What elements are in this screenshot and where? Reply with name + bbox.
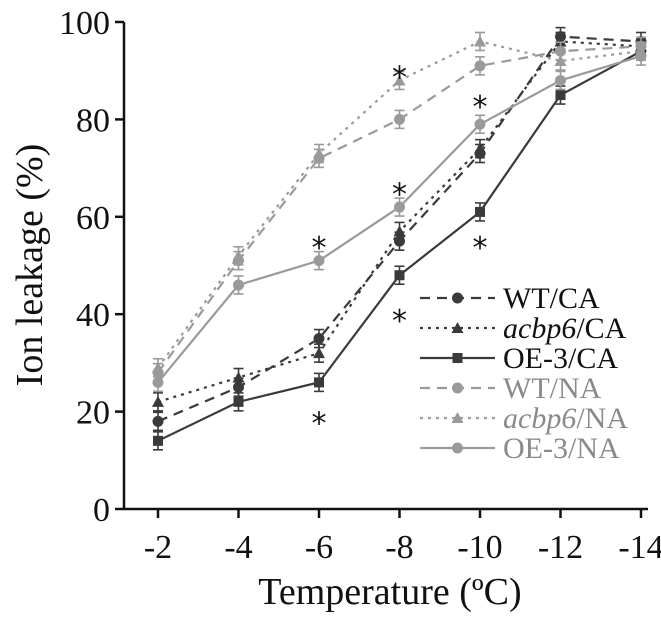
data-point [314, 334, 324, 344]
x-tick-label: -2 [144, 529, 172, 566]
y-tick-label: 40 [76, 297, 110, 334]
legend-label: acbp6/NA [503, 402, 628, 435]
significance-asterisk: * [473, 231, 488, 266]
legend-item: OE-3/NA [420, 432, 620, 465]
significance-asterisk: * [312, 406, 327, 441]
y-axis-label: Ion leakage (%) [9, 144, 51, 387]
legend-label: WT/CA [503, 282, 600, 315]
data-point [475, 61, 485, 71]
data-point [234, 397, 244, 407]
data-point [152, 396, 164, 407]
data-point [314, 377, 324, 387]
data-point [395, 270, 405, 280]
y-tick-label: 0 [93, 492, 110, 529]
x-tick-label: -10 [457, 529, 502, 566]
data-point [153, 436, 163, 446]
legend-label: WT/NA [503, 372, 602, 405]
data-point [153, 377, 163, 387]
significance-asterisk: * [312, 231, 327, 266]
legend-item: acbp6/CA [420, 312, 627, 345]
data-point [234, 280, 244, 290]
x-tick-label: -8 [385, 529, 413, 566]
legend-item: acbp6/NA [420, 402, 628, 435]
data-point [153, 416, 163, 426]
significance-asterisk: * [392, 177, 407, 212]
significance-asterisk: * [392, 61, 407, 96]
x-ticks: -2 -4 -6 -8 -10 -12 -14 [144, 509, 661, 566]
x-tick-label: -12 [538, 529, 583, 566]
y-tick-label: 100 [59, 5, 110, 42]
legend-label: acbp6/CA [503, 312, 627, 345]
data-point [636, 51, 646, 61]
legend-item: OE-3/CA [420, 342, 618, 375]
legend-item: WT/NA [420, 372, 602, 405]
y-tick-label: 80 [76, 102, 110, 139]
legend: WT/CAacbp6/CAOE-3/CAWT/NAacbp6/NAOE-3/NA [420, 282, 628, 465]
legend-item: WT/CA [420, 282, 600, 315]
significance-asterisk: * [473, 90, 488, 125]
y-ticks: 0 20 40 60 80 100 [59, 5, 124, 529]
y-tick-label: 20 [76, 395, 110, 432]
data-point [313, 347, 325, 358]
legend-swatch-marker [453, 293, 463, 303]
significance-asterisk: * [392, 304, 407, 339]
x-tick-label: -6 [305, 529, 333, 566]
y-tick-label: 60 [76, 200, 110, 237]
x-axis-label: Temperature (ºC) [258, 571, 521, 613]
legend-swatch-marker [453, 443, 463, 453]
legend-label: OE-3/NA [503, 432, 620, 465]
data-point [556, 75, 566, 85]
data-point [475, 207, 485, 217]
legend-swatch-marker [453, 353, 463, 363]
x-tick-label: -4 [224, 529, 252, 566]
x-tick-label: -14 [618, 529, 661, 566]
data-point [474, 35, 486, 46]
legend-swatch-marker [453, 383, 463, 393]
data-point [395, 114, 405, 124]
legend-label: OE-3/CA [503, 342, 618, 375]
data-point [556, 90, 566, 100]
